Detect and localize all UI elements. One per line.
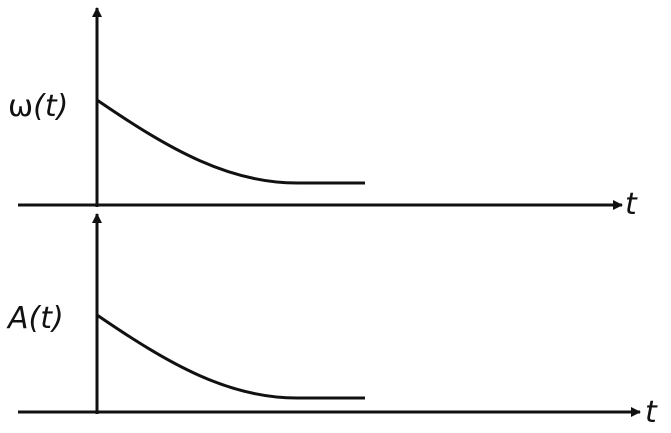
amplitude-plot: A(t) t [6, 213, 658, 430]
omega-x-label: t [625, 187, 638, 222]
omega-plot: ω(t) t [8, 7, 638, 222]
omega-decay-curve [96, 98, 365, 185]
omega-y-label: ω(t) [8, 89, 68, 124]
amplitude-x-label: t [645, 395, 658, 430]
amplitude-decay-curve [96, 313, 365, 400]
amplitude-y-label: A(t) [6, 301, 64, 336]
